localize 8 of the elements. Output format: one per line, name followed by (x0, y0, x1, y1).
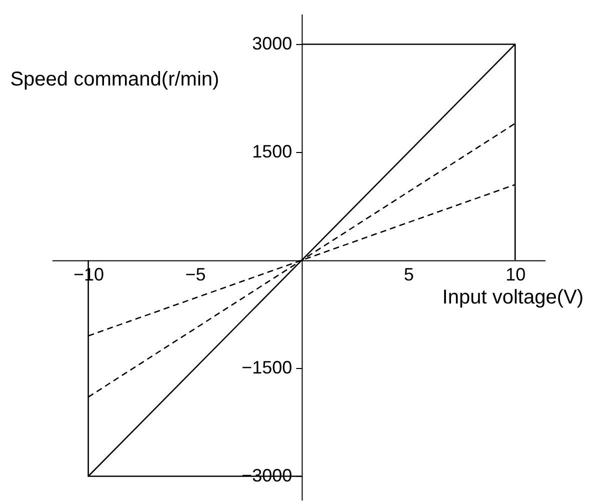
x-axis-title: Input voltage(V) (442, 286, 584, 309)
y-axis-title: Speed command(r/min) (10, 68, 220, 90)
x-tick-label: 10 (506, 264, 526, 285)
y-tick-label: 3000 (252, 34, 292, 54)
y-tick-label: 1500 (252, 142, 292, 162)
x-tick-label: 5 (404, 264, 414, 285)
x-tick-label: −5 (185, 264, 206, 285)
y-tick-label: −1500 (242, 358, 292, 378)
